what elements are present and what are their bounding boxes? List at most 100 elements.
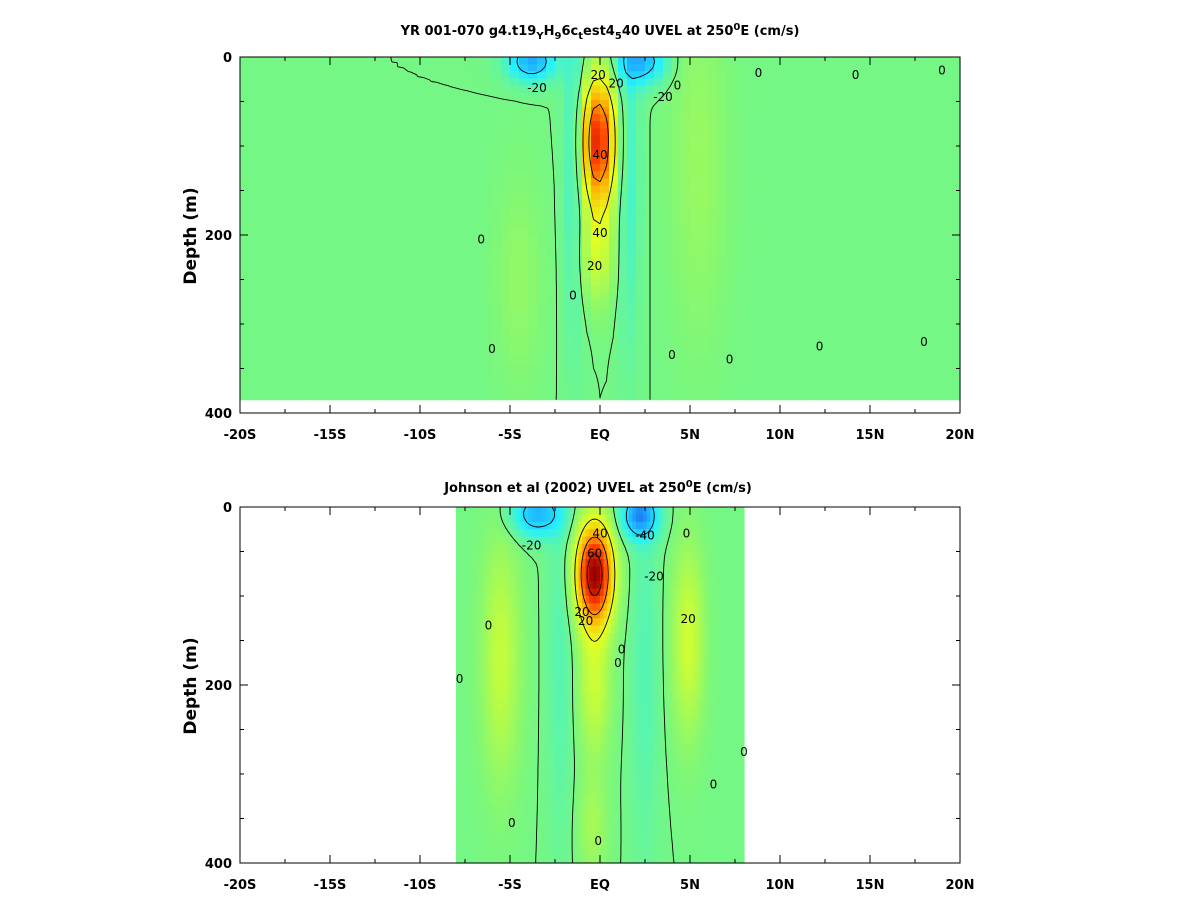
field-cell [466,707,471,716]
field-cell [303,185,313,194]
field-cell [495,766,500,775]
field-cell [861,164,871,172]
field-cell [951,106,961,115]
field-cell [708,128,718,137]
field-cell [384,278,394,287]
field-cell [609,128,619,137]
field-cell [531,610,536,619]
field-cell [481,521,486,530]
field-cell [510,633,515,642]
field-cell [258,57,268,65]
field-cell [303,121,313,129]
field-cell [717,185,727,194]
field-cell [267,242,277,251]
field-cell [915,292,925,301]
field-cell [888,264,898,272]
field-cell [438,71,448,80]
field-cell [663,121,673,129]
field-cell [627,185,637,194]
field-cell [429,192,439,201]
field-cell [502,662,507,671]
field-cell [524,625,529,634]
field-cell [798,371,808,379]
field-cell [573,328,583,336]
field-cell [249,57,259,65]
field-cell [513,707,518,716]
field-cell [654,228,664,237]
field-cell [339,271,349,279]
field-cell [520,603,525,612]
field-cell [348,199,358,208]
field-cell [672,313,682,322]
field-cell [481,544,486,553]
field-cell [663,235,673,244]
field-cell [717,192,727,201]
field-cell [942,78,952,87]
field-cell [825,149,835,158]
field-cell [825,199,835,208]
field-cell [481,736,486,745]
field-cell [609,306,619,315]
field-cell [276,206,286,215]
field-cell [681,206,691,215]
field-cell [240,385,250,394]
field-cell [753,278,763,287]
field-cell [825,242,835,251]
field-cell [915,78,925,87]
field-cell [438,335,448,344]
field-cell [520,625,525,634]
field-cell [463,670,468,679]
field-cell [366,114,376,122]
field-cell [591,242,601,251]
field-cell [879,363,889,372]
field-cell [240,392,250,401]
field-cell [524,714,529,723]
field-cell [249,214,259,222]
field-cell [807,156,817,165]
field-cell [510,699,515,708]
field-cell [488,677,493,686]
field-cell [627,57,637,65]
field-cell [618,178,628,187]
field-cell [339,335,349,344]
field-cell [510,647,515,656]
field-cell [447,335,457,344]
field-cell [484,544,489,553]
field-cell [798,128,808,137]
field-cell [690,235,700,244]
field-cell [951,149,961,158]
field-cell [483,128,493,137]
field-cell [852,121,862,129]
field-cell [555,64,565,72]
field-cell [564,185,574,194]
field-cell [249,142,259,151]
field-cell [528,228,538,237]
field-cell [897,156,907,165]
field-cell [942,299,952,308]
field-cell [321,292,331,301]
field-cell [481,744,486,753]
field-cell [888,306,898,315]
field-cell [411,106,421,115]
field-cell [681,299,691,308]
field-cell [402,114,412,122]
field-cell [429,385,439,394]
field-cell [477,588,482,597]
field-cell [531,514,536,523]
field-cell [726,85,736,94]
field-cell [510,228,520,237]
field-cell [672,306,682,315]
field-cell [474,640,479,649]
field-cell [501,299,511,308]
field-cell [699,313,709,322]
field-cell [798,363,808,372]
field-cell [564,121,574,129]
field-cell [780,321,790,329]
field-cell [807,285,817,294]
field-cell [506,744,511,753]
field-cell [502,558,507,567]
field-cell [735,242,745,251]
field-cell [789,278,799,287]
field-cell [564,292,574,301]
field-cell [466,544,471,553]
